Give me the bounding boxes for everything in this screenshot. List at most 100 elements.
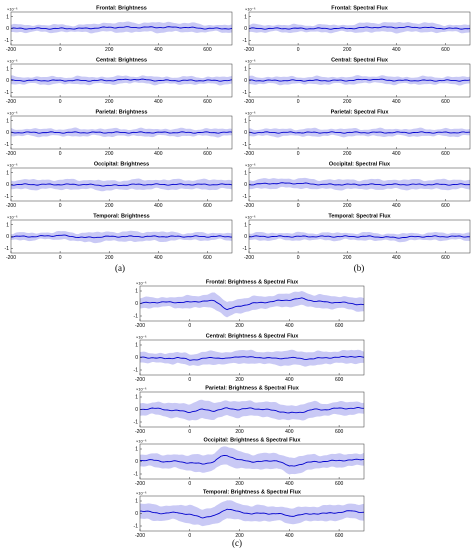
chart-a-5: Temporal: Brightness ×10⁻⁶ -1 0 1 -200 0 200 400… [5, 214, 233, 261]
x-tick-label: 200 [105, 203, 114, 209]
x-tick-label: 400 [285, 429, 294, 435]
mean-line [10, 131, 233, 134]
y-tick-label: 1 [6, 222, 9, 228]
y-tick-label: -1 [5, 246, 10, 252]
x-tick-label: 400 [392, 99, 401, 105]
y-tick-label: 1 [6, 14, 9, 20]
y-tick-label: 0 [244, 234, 247, 240]
x-tick-label: 600 [335, 429, 344, 435]
x-tick-label: 400 [392, 151, 401, 157]
mean-line [10, 183, 233, 187]
confidence-band [140, 446, 364, 475]
mean-line [248, 182, 471, 186]
chart-title: Temporal: Spectral Flux [328, 214, 391, 220]
y-tick-label: 0 [135, 511, 138, 517]
x-tick-label: 400 [285, 481, 294, 487]
y-exponent-label: ×10⁻⁶ [136, 281, 147, 286]
x-tick-label: 600 [441, 99, 450, 105]
y-tick-label: 0 [244, 78, 247, 84]
y-exponent-label: ×10⁻⁶ [245, 111, 256, 116]
y-tick-label: 0 [135, 459, 138, 465]
mean-line [248, 131, 471, 134]
y-tick-label: 0 [6, 182, 9, 188]
chart-c-2: Central: Brightness & Spectral Flux ×10⁻⁶… [134, 334, 365, 383]
y-tick-label: -1 [134, 420, 139, 426]
x-tick-label: -200 [135, 533, 145, 539]
confidence-band [249, 75, 470, 86]
x-tick-label: 600 [203, 47, 212, 53]
y-tick-label: 1 [135, 343, 138, 349]
x-tick-label: 0 [59, 47, 62, 53]
chart-c-3: Parietal: Brightness & Spectral Flux ×10⁻… [134, 386, 365, 435]
x-tick-label: -200 [244, 47, 254, 53]
x-tick-label: 400 [154, 99, 163, 105]
x-tick-label: 400 [392, 255, 401, 261]
mean-line [139, 297, 365, 311]
x-tick-label: 200 [235, 377, 244, 383]
chart-c-1: Frontal: Brightness & Spectral Flux ×10⁻⁶… [134, 280, 365, 329]
y-tick-label: 0 [135, 355, 138, 361]
x-tick-label: 400 [285, 323, 294, 329]
x-tick-label: 0 [297, 255, 300, 261]
confidence-band [140, 500, 364, 527]
y-tick-label: 1 [244, 14, 247, 20]
chart-title: Parietal: Spectral Flux [331, 110, 390, 116]
chart-title: Frontal: Brightness & Spectral Flux [206, 280, 299, 286]
confidence-band [140, 349, 364, 367]
chart-c-4: Occipital: Brightness & Spectral Flux ×10… [134, 438, 365, 487]
x-tick-label: 400 [285, 533, 294, 539]
mean-line [10, 78, 233, 82]
x-tick-label: 400 [285, 377, 294, 383]
x-tick-label: 600 [441, 255, 450, 261]
chart-title: Occipital: Spectral Flux [329, 162, 391, 168]
x-tick-label: 0 [188, 429, 191, 435]
x-tick-label: 600 [203, 151, 212, 157]
y-tick-label: -1 [134, 524, 139, 530]
y-tick-label: -1 [243, 246, 248, 252]
chart-b-2: Central: Spectral Flux ×10⁻⁶ -1 0 1 -200 0 200 4… [243, 58, 471, 105]
chart-title: Central: Brightness [96, 58, 147, 64]
y-tick-label: 0 [6, 234, 9, 240]
x-tick-label: 0 [297, 99, 300, 105]
y-exponent-label: ×10⁻⁶ [245, 59, 256, 64]
x-tick-label: 600 [335, 377, 344, 383]
x-tick-label: 400 [154, 151, 163, 157]
y-tick-label: 0 [135, 301, 138, 307]
x-tick-label: 200 [105, 47, 114, 53]
x-tick-label: 0 [297, 151, 300, 157]
confidence-band [140, 290, 364, 318]
y-tick-label: 0 [6, 130, 9, 136]
mean-line [248, 78, 471, 82]
x-tick-label: 600 [441, 47, 450, 53]
y-tick-label: 1 [6, 66, 9, 72]
y-tick-label: -1 [243, 142, 248, 148]
x-tick-label: -200 [135, 429, 145, 435]
y-exponent-label: ×10⁻⁶ [245, 215, 256, 220]
x-tick-label: -200 [6, 151, 16, 157]
y-exponent-label: ×10⁻⁶ [7, 215, 18, 220]
x-tick-label: 200 [105, 255, 114, 261]
y-tick-label: 1 [135, 447, 138, 453]
x-tick-label: 200 [343, 203, 352, 209]
y-exponent-label: ×10⁻⁶ [7, 163, 18, 168]
chart-b-4: Occipital: Spectral Flux ×10⁻⁶ -1 0 1 -200 0 20… [243, 162, 471, 209]
x-tick-label: -200 [244, 151, 254, 157]
chart-c-5: Temporal: Brightness & Spectral Flux ×10⁻… [134, 490, 365, 539]
x-tick-label: 400 [392, 47, 401, 53]
y-tick-label: -1 [243, 194, 248, 200]
y-tick-label: -1 [134, 314, 139, 320]
x-tick-label: 0 [188, 481, 191, 487]
y-tick-label: -1 [243, 38, 248, 44]
x-tick-label: 0 [59, 255, 62, 261]
chart-title: Parietal: Brightness & Spectral Flux [205, 386, 299, 392]
y-tick-label: 0 [135, 407, 138, 413]
subfigure-caption: (a) [115, 263, 125, 273]
chart-title: Frontal: Brightness [96, 6, 147, 12]
x-tick-label: 200 [343, 151, 352, 157]
x-tick-label: -200 [6, 47, 16, 53]
y-tick-label: 1 [244, 118, 247, 124]
y-tick-label: 1 [244, 222, 247, 228]
y-tick-label: 0 [6, 78, 9, 84]
y-tick-label: 0 [6, 26, 9, 32]
mean-line [10, 26, 233, 30]
